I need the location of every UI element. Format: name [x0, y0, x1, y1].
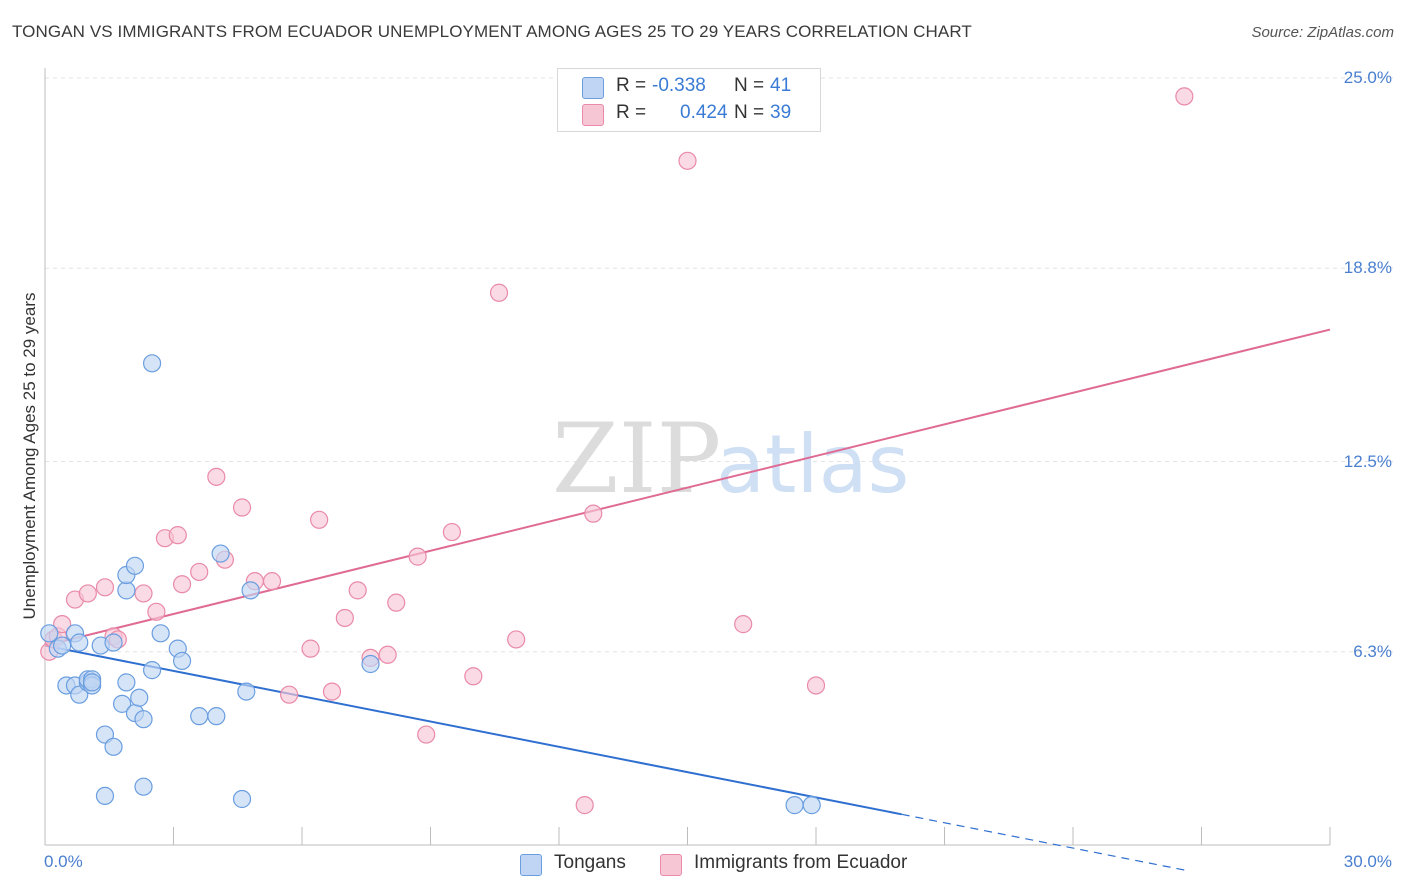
n-label: N = [734, 102, 765, 123]
ecuador-point-21 [301, 639, 320, 658]
tongans-point-27 [142, 354, 162, 373]
tongans-trendline-extension [901, 813, 1189, 872]
tongans-point-0 [40, 624, 59, 643]
n-label: N = [734, 75, 765, 96]
correlation-legend: R = -0.338 N = 41 R = 0.424 N = 39 [557, 68, 821, 132]
n-value-tongans: 41 [770, 75, 792, 96]
tongans-point-7 [70, 685, 89, 704]
ecuador-point-23 [322, 682, 342, 701]
tongans-point-33 [207, 707, 226, 726]
tongans-point-25 [134, 710, 153, 729]
tongans-point-38 [361, 654, 380, 674]
tongans-point-32 [190, 707, 209, 726]
ecuador-point-32 [464, 667, 483, 686]
y-tick-label-1: 12.5% [1343, 451, 1392, 471]
ecuador-point-14 [190, 562, 209, 582]
tongans-legend-swatch [520, 854, 542, 876]
tongans-point-19 [117, 581, 136, 600]
tongans-point-29 [151, 624, 170, 643]
tongans-point-15 [95, 786, 115, 806]
ecuador-point-38 [734, 615, 753, 634]
ecuador-point-13 [172, 575, 192, 594]
chart-title: TONGAN VS IMMIGRANTS FROM ECUADOR UNEMPL… [12, 22, 972, 41]
r-label: R = [616, 102, 647, 123]
ecuador-point-20 [280, 685, 299, 704]
n-value-ecuador: 39 [770, 102, 792, 123]
tongans-point-21 [117, 673, 136, 692]
ecuador-point-9 [134, 584, 153, 603]
ecuador-swatch [582, 104, 604, 126]
source-label: Source: ZipAtlas.com [1251, 24, 1394, 41]
y-axis-label: Unemployment Among Ages 25 to 29 years [20, 292, 39, 620]
data-points [40, 87, 1194, 815]
gridlines [45, 77, 1394, 653]
ecuador-point-12 [168, 526, 187, 545]
tongans-point-31 [172, 651, 192, 671]
watermark: ZIP atlas [552, 403, 909, 515]
tongans-point-36 [237, 682, 256, 701]
ecuador-legend-swatch [660, 854, 682, 876]
ecuador-point-25 [348, 581, 367, 600]
axes [44, 68, 1331, 846]
ecuador-point-29 [408, 547, 427, 566]
tongans-point-39 [785, 796, 804, 815]
ecuador-trendline [44, 328, 1331, 647]
ecuador-point-30 [417, 725, 436, 744]
ecuador-point-35 [575, 796, 594, 815]
ecuador-point-17 [232, 498, 252, 517]
ecuador-point-22 [310, 510, 329, 529]
tongans-point-12 [83, 673, 102, 692]
ecuador-point-37 [678, 151, 697, 170]
y-tick-label-2: 18.8% [1343, 258, 1392, 278]
r-value-tongans: -0.338 [652, 75, 706, 96]
tongans-point-34 [211, 544, 230, 563]
tongans-point-18 [112, 694, 132, 713]
ecuador-point-15 [207, 467, 226, 486]
tongans-point-28 [142, 661, 162, 680]
tongans-point-40 [802, 796, 821, 815]
tongans-point-4 [70, 633, 89, 652]
y-tick-label-3: 25.0% [1343, 68, 1392, 87]
ecuador-point-34 [507, 630, 526, 649]
tongans-point-35 [232, 789, 252, 809]
tongans-point-24 [130, 688, 149, 707]
tongans-point-14 [95, 725, 115, 744]
tongans-point-17 [104, 633, 123, 652]
ecuador-point-31 [442, 522, 462, 542]
ecuador-point-39 [806, 676, 826, 695]
ecuador-point-24 [335, 608, 354, 628]
ecuador-point-27 [378, 645, 397, 664]
ecuador-point-5 [78, 584, 97, 603]
tongans-swatch [582, 77, 604, 99]
ecuador-point-10 [147, 602, 166, 621]
r-label: R = [616, 75, 647, 96]
x-tick-max: 30.0% [1343, 852, 1392, 871]
tongans-point-37 [241, 581, 260, 600]
tongans-point-22 [125, 556, 145, 575]
ecuador-point-36 [584, 504, 603, 523]
watermark-zip: ZIP [552, 403, 721, 515]
ecuador-point-6 [95, 578, 115, 597]
ecuador-legend-label: Immigrants from Ecuador [694, 852, 908, 873]
tongans-trendline [44, 644, 902, 816]
ecuador-point-33 [489, 283, 509, 302]
watermark-atlas: atlas [716, 418, 909, 511]
x-tick-min: 0.0% [44, 852, 83, 871]
ecuador-point-40 [1175, 87, 1194, 106]
ecuador-point-19 [262, 572, 282, 591]
tongans-legend-label: Tongans [554, 852, 626, 873]
tongans-point-2 [53, 636, 72, 655]
tongans-point-16 [104, 737, 123, 756]
ecuador-point-28 [387, 593, 406, 612]
r-value-ecuador: 0.424 [680, 102, 728, 123]
ecuador-point-3 [53, 615, 72, 634]
y-tick-label-0: 6.3% [1353, 641, 1392, 661]
tongans-point-26 [134, 777, 153, 796]
